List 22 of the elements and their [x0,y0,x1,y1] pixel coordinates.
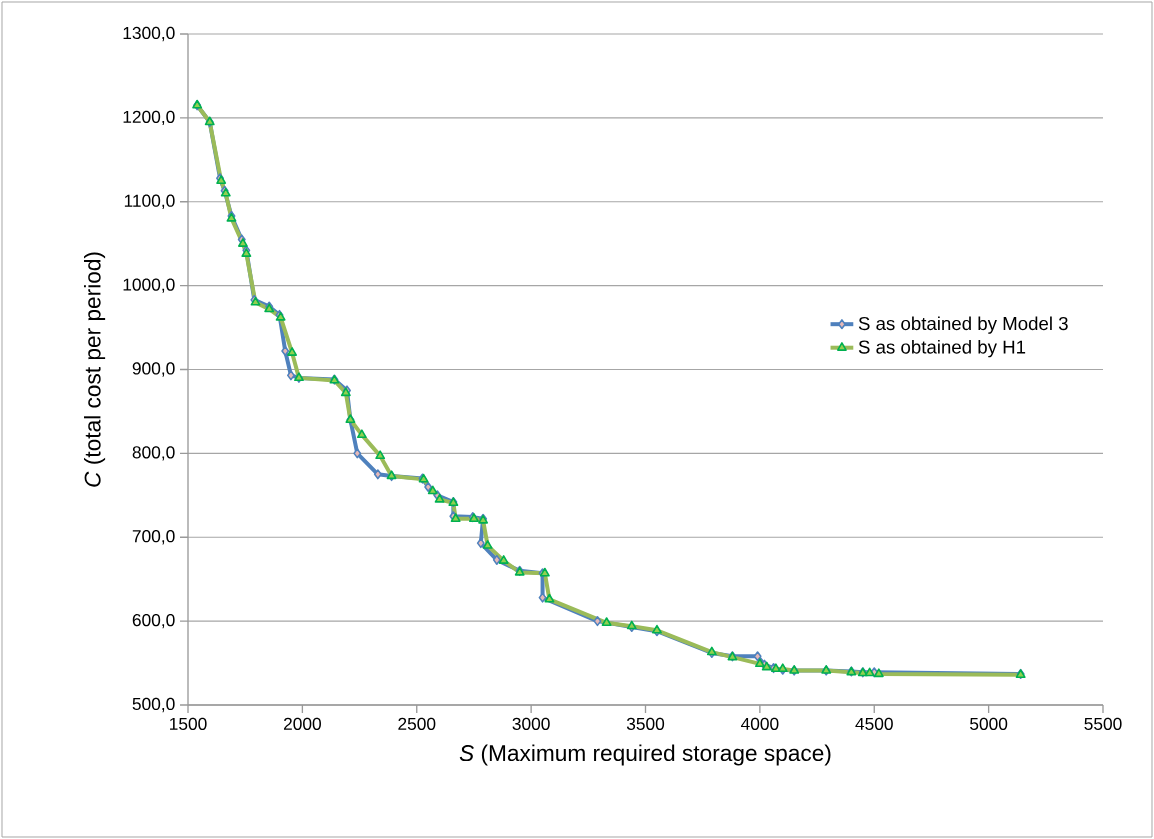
y-tick-label: 500,0 [132,697,175,713]
legend-label: S as obtained by H1 [858,339,1026,358]
y-tick-label: 600,0 [132,613,175,629]
x-tick-label: 1500 [170,717,207,730]
x-tick-label: 5000 [970,717,1008,730]
y-tick-label: 800,0 [132,446,175,461]
y-tick-label: 1000,0 [123,278,175,293]
legend-label: S as obtained by Model 3 [858,316,1068,334]
y-tick-label: 1300,0 [123,26,175,42]
x-tick-label: 4000 [740,717,779,730]
x-tick-label: 2500 [398,717,436,730]
x-tick-label: 3000 [512,717,550,730]
y-tick-label: 900,0 [132,362,175,377]
y-tick-label: 1100,0 [124,194,175,209]
y-tick-label: 700,0 [132,530,175,545]
x-axis-title: S (Maximum required storage space) [459,744,831,766]
y-tick-label: 1200,0 [123,110,175,126]
y-axis-title: C (total cost per period) [84,252,106,487]
x-tick-label: 4500 [855,717,893,730]
x-tick-label: 3500 [626,717,665,730]
x-tick-label: 2000 [283,717,321,730]
x-tick-label: 5500 [1084,717,1122,730]
